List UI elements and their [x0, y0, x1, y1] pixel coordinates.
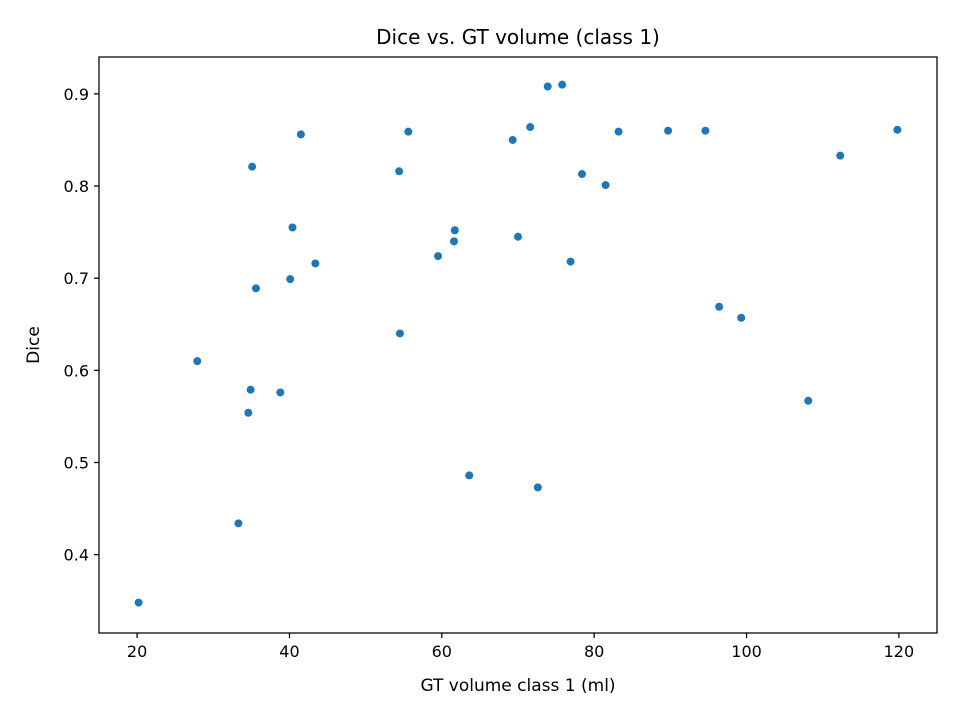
x-tick-label: 20 — [127, 642, 147, 661]
data-point — [577, 170, 586, 179]
data-point — [543, 82, 552, 91]
data-point — [664, 126, 673, 135]
y-tick-label: 0.7 — [64, 269, 89, 288]
data-point — [465, 471, 474, 480]
data-point — [395, 167, 404, 176]
data-point — [804, 396, 813, 405]
data-point — [558, 80, 567, 89]
data-point — [450, 226, 459, 235]
y-tick-label: 0.8 — [64, 177, 89, 196]
chart-title: Dice vs. GT volume (class 1) — [376, 25, 660, 49]
data-point — [251, 284, 260, 293]
data-points — [134, 80, 902, 607]
data-point — [311, 259, 320, 268]
y-tick-label: 0.6 — [64, 361, 89, 380]
y-axis-title: Dice — [24, 326, 44, 364]
data-point — [533, 483, 542, 492]
y-tick-label: 0.9 — [64, 85, 89, 104]
data-point — [288, 223, 297, 232]
data-point — [715, 302, 724, 311]
data-point — [614, 127, 623, 136]
data-point — [450, 237, 459, 246]
data-point — [508, 135, 517, 144]
data-point — [737, 313, 746, 322]
data-point — [514, 232, 522, 241]
data-point — [134, 598, 143, 607]
data-point — [526, 123, 535, 132]
y-tick-label: 0.4 — [64, 546, 89, 565]
plot-area-frame — [98, 56, 938, 634]
data-point — [836, 151, 845, 160]
y-axis-ticks: 0.4 0.5 0.6 0.7 0.8 0.9 — [64, 85, 99, 565]
x-axis-ticks: 20 40 60 80 100 120 — [127, 633, 914, 661]
data-point — [246, 385, 255, 394]
data-point — [234, 519, 243, 528]
data-point — [701, 126, 710, 135]
data-point — [434, 252, 443, 261]
data-point — [566, 257, 575, 266]
data-point — [248, 162, 257, 171]
x-tick-label: 100 — [731, 642, 762, 661]
data-point — [893, 125, 902, 134]
data-point — [601, 181, 610, 190]
data-point — [244, 408, 253, 417]
data-point — [276, 388, 285, 397]
data-point — [193, 357, 202, 366]
x-tick-label: 60 — [432, 642, 452, 661]
y-tick-label: 0.5 — [64, 454, 89, 473]
x-tick-label: 120 — [884, 642, 915, 661]
data-point — [296, 130, 305, 139]
data-point — [404, 127, 413, 136]
x-tick-label: 80 — [584, 642, 604, 661]
x-axis-title: GT volume class 1 (ml) — [420, 676, 615, 696]
data-point — [286, 275, 295, 284]
x-tick-label: 40 — [279, 642, 299, 661]
data-point — [395, 329, 404, 338]
